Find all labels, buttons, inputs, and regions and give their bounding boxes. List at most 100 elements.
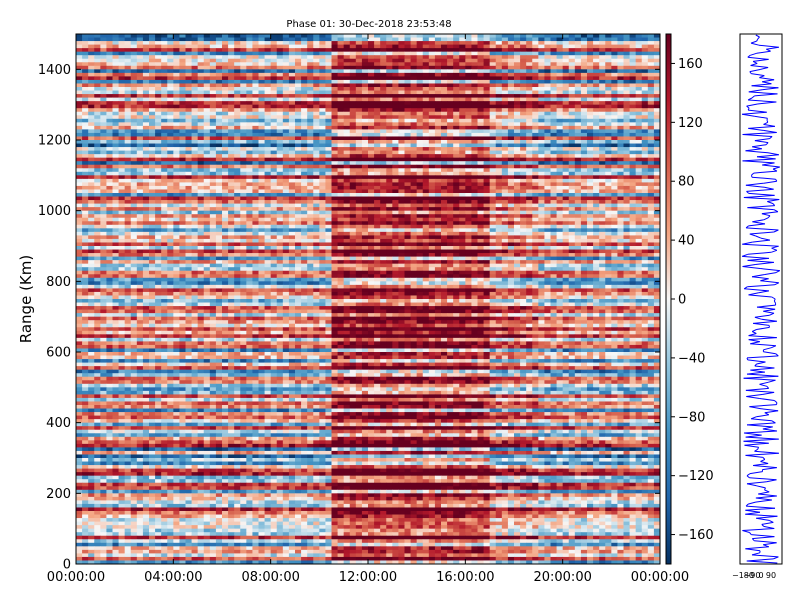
- heatmap-cell: [501, 178, 509, 183]
- heatmap-cell: [647, 118, 655, 123]
- heatmap-cell: [562, 97, 570, 102]
- heatmap-cell: [550, 118, 557, 123]
- heatmap-cell: [386, 125, 393, 130]
- heatmap-cell: [185, 129, 192, 134]
- heatmap-cell: [489, 168, 497, 173]
- heatmap-cell: [100, 210, 107, 215]
- heatmap-cell: [136, 164, 144, 169]
- heatmap-cell: [532, 178, 539, 183]
- heatmap-cell: [447, 161, 454, 166]
- heatmap-cell: [343, 171, 351, 176]
- heatmap-cell: [197, 168, 205, 173]
- heatmap-cell: [136, 210, 144, 215]
- heatmap-cell: [118, 168, 126, 173]
- heatmap-cell: [453, 101, 460, 106]
- heatmap-cell: [465, 44, 472, 49]
- heatmap-cell: [495, 58, 503, 63]
- heatmap-cell: [88, 210, 95, 215]
- heatmap-cell: [641, 157, 649, 162]
- heatmap-cell: [258, 154, 265, 159]
- heatmap-cell: [295, 55, 302, 60]
- heatmap-cell: [167, 171, 174, 176]
- heatmap-cell: [483, 143, 491, 148]
- heatmap-cell: [331, 171, 338, 176]
- heatmap-cell: [301, 108, 308, 113]
- heatmap-cell: [599, 132, 606, 137]
- heatmap-cell: [477, 196, 484, 201]
- heatmap-cell: [374, 193, 381, 197]
- heatmap-cell: [593, 48, 600, 53]
- heatmap-cell: [179, 115, 186, 120]
- heatmap-cell: [386, 51, 393, 56]
- heatmap-cell: [82, 203, 89, 208]
- heatmap-cell: [374, 136, 381, 141]
- heatmap-cell: [246, 214, 253, 219]
- heatmap-cell: [203, 76, 211, 81]
- heatmap-cell: [215, 72, 223, 77]
- heatmap-cell: [526, 69, 533, 74]
- heatmap-cell: [520, 76, 527, 81]
- heatmap-cell: [94, 185, 101, 190]
- heatmap-cell: [453, 87, 460, 91]
- heatmap-cell: [197, 140, 205, 144]
- heatmap-cell: [568, 69, 576, 74]
- heatmap-cell: [355, 185, 363, 190]
- heatmap-cell: [641, 118, 649, 123]
- heatmap-cell: [562, 214, 570, 219]
- heatmap-cell: [118, 161, 126, 166]
- heatmap-cell: [574, 118, 582, 123]
- heatmap-cell: [422, 83, 430, 88]
- heatmap-cell: [325, 55, 332, 60]
- heatmap-cell: [489, 101, 497, 106]
- heatmap-cell: [94, 125, 101, 130]
- heatmap-cell: [459, 147, 466, 151]
- heatmap-cell: [574, 83, 582, 88]
- heatmap-cell: [483, 196, 491, 201]
- heatmap-cell: [501, 48, 509, 53]
- heatmap-cell: [501, 136, 509, 141]
- heatmap-cell: [520, 108, 527, 113]
- heatmap-cell: [228, 34, 235, 38]
- heatmap-cell: [447, 210, 454, 215]
- heatmap-cell: [647, 157, 655, 162]
- heatmap-cell: [88, 97, 95, 102]
- heatmap-cell: [599, 125, 606, 130]
- heatmap-cell: [295, 41, 302, 45]
- heatmap-cell: [337, 79, 345, 84]
- heatmap-cell: [580, 87, 588, 91]
- heatmap-cell: [641, 58, 649, 63]
- heatmap-cell: [514, 108, 521, 113]
- heatmap-cell: [307, 111, 314, 116]
- heatmap-cell: [161, 34, 168, 38]
- heatmap-cell: [416, 132, 424, 137]
- heatmap-cell: [459, 161, 466, 166]
- heatmap-cell: [611, 101, 618, 106]
- heatmap-cell: [629, 79, 637, 84]
- heatmap-cell: [611, 58, 618, 63]
- heatmap-cell: [653, 196, 661, 201]
- heatmap-cell: [580, 90, 588, 95]
- heatmap-cell: [587, 157, 594, 162]
- heatmap-cell: [94, 115, 101, 120]
- heatmap-cell: [325, 164, 332, 169]
- heatmap-cell: [441, 55, 448, 60]
- heatmap-cell: [234, 168, 241, 173]
- heatmap-cell: [532, 108, 539, 113]
- heatmap-cell: [76, 132, 83, 137]
- heatmap-cell: [434, 154, 442, 159]
- heatmap-cell: [562, 122, 570, 127]
- heatmap-cell: [653, 185, 661, 190]
- heatmap-cell: [142, 210, 150, 215]
- heatmap-cell: [288, 34, 296, 38]
- heatmap-cell: [428, 97, 436, 102]
- heatmap-cell: [319, 161, 326, 166]
- heatmap-cell: [544, 48, 551, 53]
- heatmap-cell: [112, 140, 119, 144]
- heatmap-cell: [635, 69, 643, 74]
- heatmap-cell: [501, 101, 509, 106]
- heatmap-cell: [252, 83, 259, 88]
- heatmap-cell: [617, 150, 624, 155]
- heatmap-cell: [173, 115, 180, 120]
- heatmap-cell: [88, 79, 95, 84]
- heatmap-cell: [380, 58, 387, 63]
